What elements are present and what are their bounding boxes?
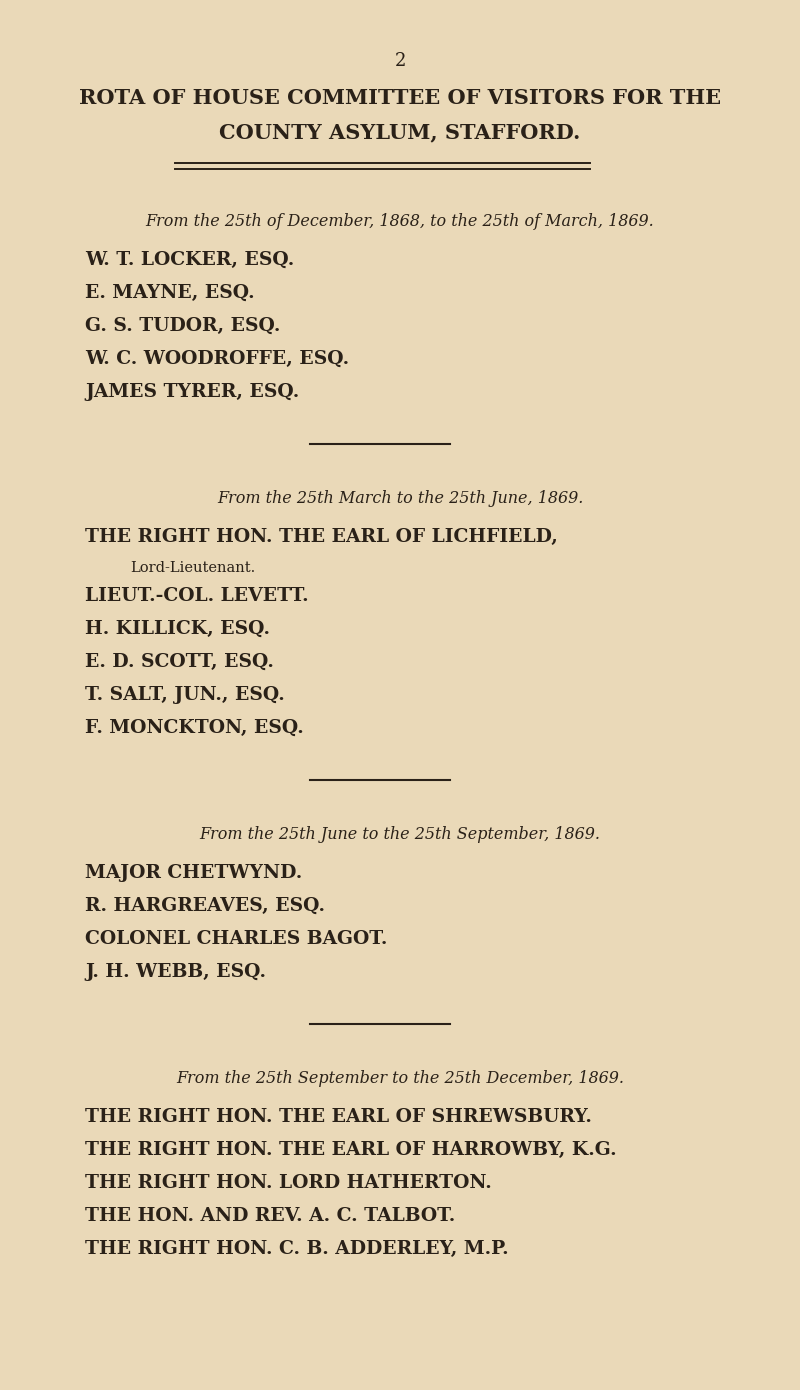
Text: THE RIGHT HON. THE EARL OF SHREWSBURY.: THE RIGHT HON. THE EARL OF SHREWSBURY.	[85, 1108, 592, 1126]
Text: COUNTY ASYLUM, STAFFORD.: COUNTY ASYLUM, STAFFORD.	[219, 122, 581, 142]
Text: T. SALT, JUN., ESQ.: T. SALT, JUN., ESQ.	[85, 687, 285, 703]
Text: Lord-Lieutenant.: Lord-Lieutenant.	[130, 562, 255, 575]
Text: THE RIGHT HON. THE EARL OF HARROWBY, K.G.: THE RIGHT HON. THE EARL OF HARROWBY, K.G…	[85, 1141, 617, 1159]
Text: W. T. LOCKER, ESQ.: W. T. LOCKER, ESQ.	[85, 252, 294, 270]
Text: MAJOR CHETWYND.: MAJOR CHETWYND.	[85, 865, 302, 883]
Text: From the 25th September to the 25th December, 1869.: From the 25th September to the 25th Dece…	[176, 1070, 624, 1087]
Text: THE RIGHT HON. LORD HATHERTON.: THE RIGHT HON. LORD HATHERTON.	[85, 1175, 492, 1193]
Text: THE RIGHT HON. C. B. ADDERLEY, M.P.: THE RIGHT HON. C. B. ADDERLEY, M.P.	[85, 1240, 509, 1258]
Text: THE HON. AND REV. A. C. TALBOT.: THE HON. AND REV. A. C. TALBOT.	[85, 1207, 455, 1225]
Text: J. H. WEBB, ESQ.: J. H. WEBB, ESQ.	[85, 963, 266, 981]
Text: From the 25th June to the 25th September, 1869.: From the 25th June to the 25th September…	[199, 826, 601, 842]
Text: LIEUT.-COL. LEVETT.: LIEUT.-COL. LEVETT.	[85, 587, 309, 605]
Text: R. HARGREAVES, ESQ.: R. HARGREAVES, ESQ.	[85, 897, 325, 915]
Text: F. MONCKTON, ESQ.: F. MONCKTON, ESQ.	[85, 719, 304, 737]
Text: ROTA OF HOUSE COMMITTEE OF VISITORS FOR THE: ROTA OF HOUSE COMMITTEE OF VISITORS FOR …	[79, 88, 721, 108]
Text: G. S. TUDOR, ESQ.: G. S. TUDOR, ESQ.	[85, 317, 280, 335]
Text: From the 25th of December, 1868, to the 25th of March, 1869.: From the 25th of December, 1868, to the …	[146, 213, 654, 229]
Text: From the 25th March to the 25th June, 1869.: From the 25th March to the 25th June, 18…	[217, 491, 583, 507]
Text: COLONEL CHARLES BAGOT.: COLONEL CHARLES BAGOT.	[85, 930, 387, 948]
Text: E. MAYNE, ESQ.: E. MAYNE, ESQ.	[85, 284, 254, 302]
Text: JAMES TYRER, ESQ.: JAMES TYRER, ESQ.	[85, 384, 299, 400]
Text: H. KILLICK, ESQ.: H. KILLICK, ESQ.	[85, 620, 270, 638]
Text: E. D. SCOTT, ESQ.: E. D. SCOTT, ESQ.	[85, 653, 274, 671]
Text: 2: 2	[394, 51, 406, 70]
Text: THE RIGHT HON. THE EARL OF LICHFIELD,: THE RIGHT HON. THE EARL OF LICHFIELD,	[85, 528, 558, 546]
Text: W. C. WOODROFFE, ESQ.: W. C. WOODROFFE, ESQ.	[85, 350, 349, 368]
